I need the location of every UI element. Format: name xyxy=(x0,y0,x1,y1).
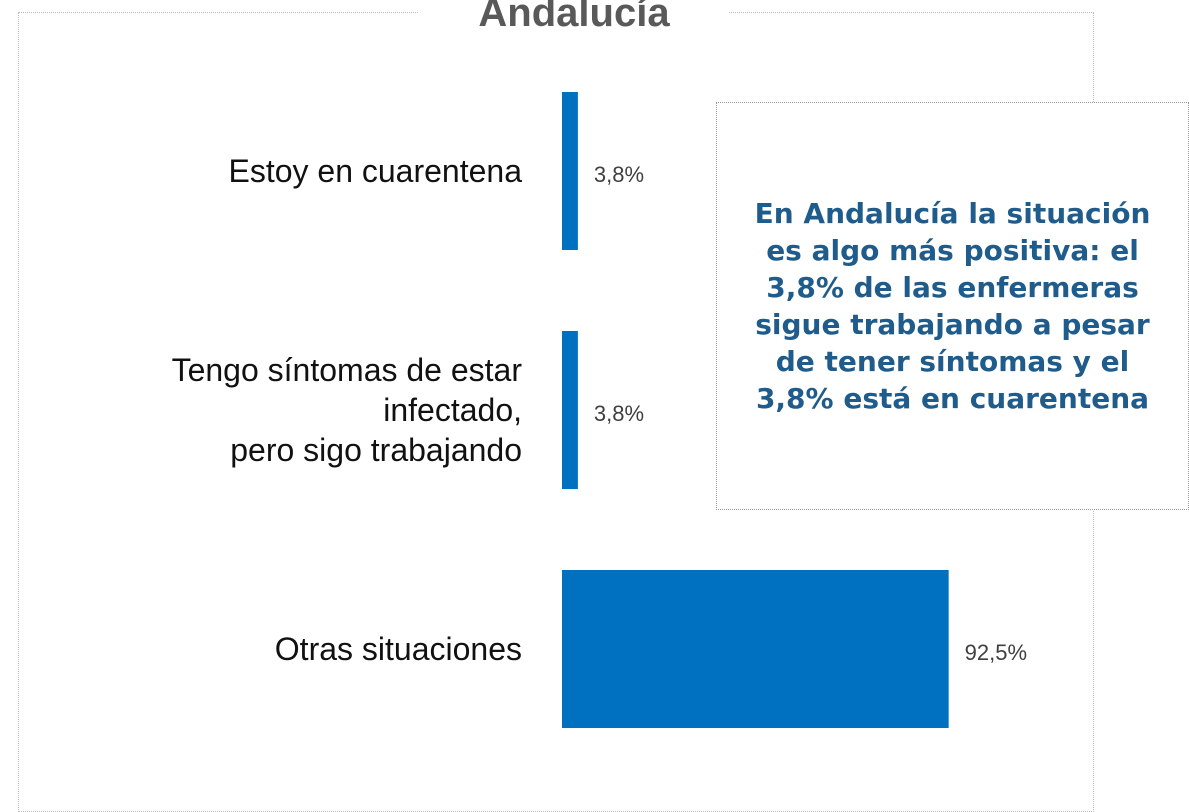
frame: Andalucía xyxy=(18,0,1094,812)
chart-title: Andalucía xyxy=(419,0,729,39)
category-label: Otras situaciones xyxy=(274,631,522,667)
category-label: Tengo síntomas de estar infectado, pero … xyxy=(171,352,522,468)
bar xyxy=(562,331,578,489)
value-label: 92,5% xyxy=(964,640,1028,665)
bar xyxy=(562,92,578,250)
value-label: 3,8% xyxy=(593,401,645,426)
bar xyxy=(562,570,949,728)
value-label: 3,8% xyxy=(593,162,645,187)
annotation: En Andalucía la situación es algo más po… xyxy=(716,102,1189,510)
category-label: Estoy en cuarentena xyxy=(228,153,522,189)
